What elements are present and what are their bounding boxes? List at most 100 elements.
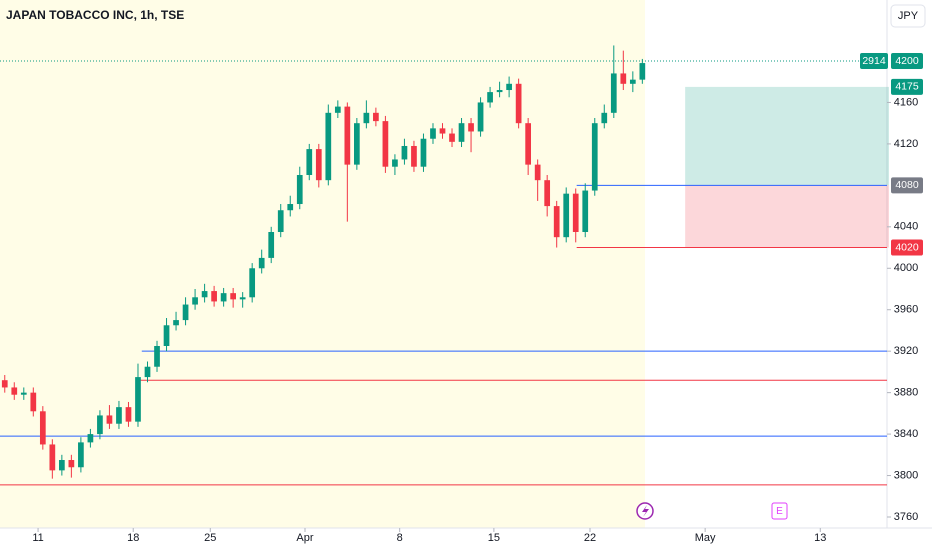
candle-body	[106, 415, 113, 424]
candle-body	[258, 257, 265, 269]
candle-body	[610, 73, 617, 113]
candle-body	[87, 434, 94, 443]
candle-body	[277, 210, 284, 232]
candle-body	[306, 149, 313, 175]
x-tick-label: May	[695, 532, 716, 544]
candle-body	[639, 63, 646, 80]
currency-button[interactable]	[890, 4, 926, 28]
x-tick-label: 13	[814, 532, 826, 544]
candle-body	[325, 112, 332, 181]
candle-body	[591, 123, 598, 191]
candle-body	[420, 138, 427, 167]
candle-body	[230, 293, 236, 300]
candle-body	[39, 411, 46, 445]
candle-body	[401, 145, 408, 160]
x-tick-label: 11	[32, 532, 43, 544]
candle-body	[363, 112, 370, 124]
y-tick-label: 3880	[894, 387, 918, 399]
entry-label-bg	[891, 177, 923, 194]
y-tick-label: 3960	[894, 304, 918, 316]
currency-label[interactable]: JPY	[898, 10, 919, 22]
y-tick-label: 3920	[894, 345, 918, 357]
candle-body	[373, 112, 379, 122]
candle-body	[392, 159, 398, 167]
candle-body	[144, 366, 151, 378]
candle-body	[97, 415, 103, 435]
candle-body	[30, 392, 37, 412]
candle-body	[477, 102, 484, 132]
x-tick-label: 18	[127, 532, 139, 544]
candle-body	[515, 83, 522, 124]
candle-body	[496, 90, 503, 93]
event-label: E	[776, 506, 783, 517]
candle-body	[125, 407, 132, 422]
candle-body	[553, 206, 560, 238]
candle-body	[430, 128, 436, 139]
candle-body	[468, 123, 474, 132]
y-tick-label: 3840	[894, 428, 918, 440]
candle-body	[182, 304, 189, 321]
candle-body	[411, 145, 417, 167]
candle-body	[344, 106, 351, 165]
y-tick-label: 3800	[894, 469, 918, 481]
candle-body	[449, 133, 455, 142]
candle-body	[1, 380, 8, 388]
candle-body	[354, 123, 360, 165]
stop-zone	[685, 185, 889, 248]
target-label: 4175	[895, 81, 919, 93]
candle-body	[458, 123, 465, 142]
candle-body	[563, 193, 570, 238]
candle-body	[59, 460, 65, 471]
candle-body	[296, 175, 303, 205]
last-price-label-bg	[891, 53, 923, 69]
candle-body	[534, 164, 541, 181]
candle-body	[382, 121, 389, 167]
x-tick-label: 22	[584, 532, 596, 544]
session-highlight	[0, 0, 645, 528]
candle-body	[163, 325, 170, 346]
candle-body	[68, 460, 75, 468]
entry-label: 4080	[895, 179, 919, 191]
stop-label: 4020	[895, 241, 919, 253]
candle-body	[49, 444, 56, 471]
candle-body	[525, 123, 531, 165]
candle-body	[572, 193, 579, 232]
candle-body	[154, 346, 160, 367]
countdown: 2914	[862, 55, 886, 67]
y-tick-label: 4160	[894, 96, 918, 108]
candle-body	[20, 392, 27, 395]
candle-body	[239, 297, 246, 300]
candle-body	[334, 106, 341, 113]
candle-body	[315, 149, 322, 181]
candle-body	[287, 204, 294, 211]
target-zone	[685, 86, 889, 186]
candle-body	[211, 291, 217, 302]
candle-body	[78, 442, 84, 468]
x-tick-label: 8	[397, 532, 403, 544]
stop-label-bg	[891, 239, 923, 256]
candle-body	[135, 377, 141, 422]
candle-body	[116, 407, 122, 424]
x-tick-label: 25	[204, 532, 216, 544]
target-label-bg	[891, 78, 923, 95]
countdown-bg	[860, 53, 888, 69]
candle-body	[544, 180, 551, 207]
candle-body	[506, 83, 512, 91]
x-tick-label: 15	[488, 532, 500, 544]
candle-body	[249, 268, 256, 298]
candle-body	[601, 112, 608, 124]
candle-body	[173, 320, 179, 326]
event-box	[771, 502, 788, 520]
candle-body	[582, 190, 589, 232]
candle-body	[201, 291, 208, 298]
y-tick-label: 3760	[894, 511, 918, 523]
candle-body	[439, 128, 446, 134]
earnings-icon	[636, 502, 654, 520]
y-tick-label: 4040	[894, 221, 918, 233]
candle-body	[11, 387, 18, 395]
y-tick-label: 4000	[894, 262, 918, 274]
candle-body	[220, 293, 227, 302]
candle-body	[620, 73, 627, 84]
candle-body	[487, 92, 493, 103]
